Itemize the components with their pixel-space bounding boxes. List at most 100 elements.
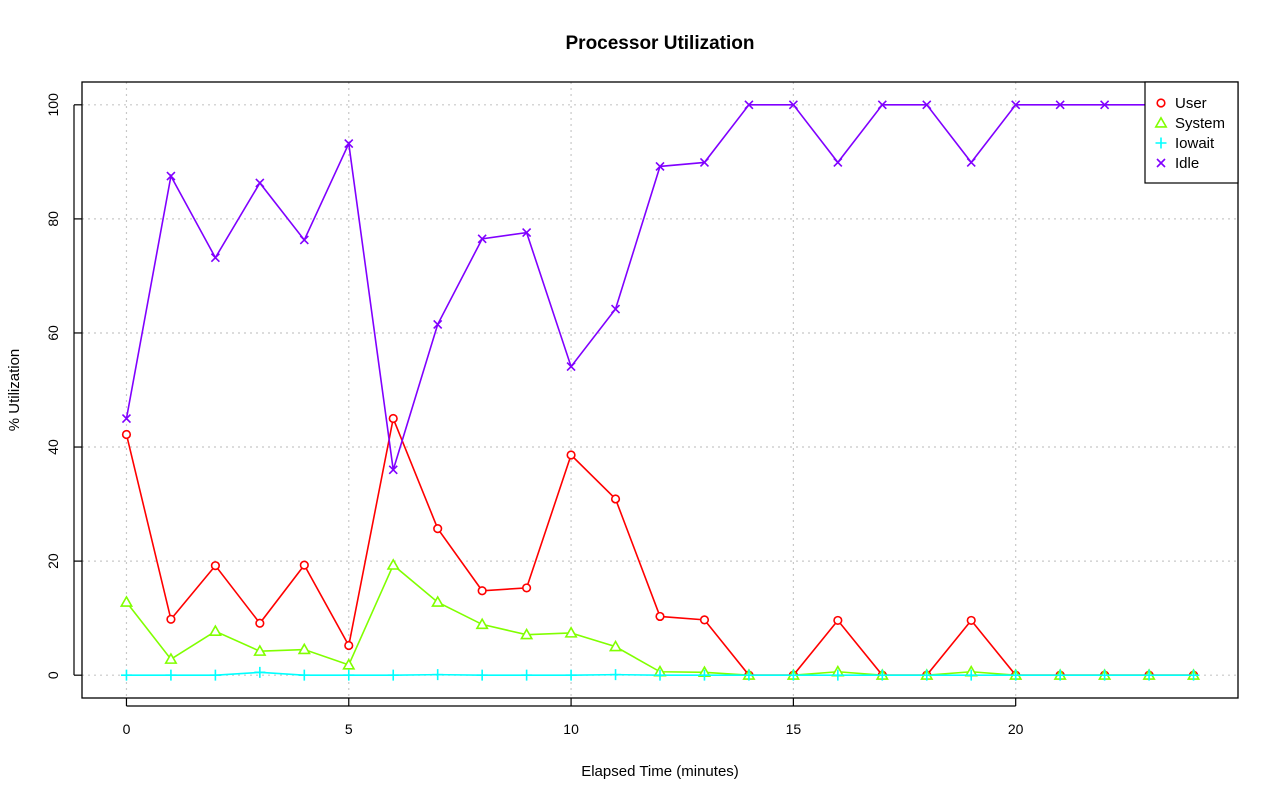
series-lines — [125, 104, 1194, 676]
y-axis: 0 20 40 60 80 100 — [45, 93, 82, 679]
point-system — [119, 595, 134, 607]
y-tick-label: 40 — [45, 439, 61, 455]
point-iowait — [654, 669, 666, 681]
point-iowait — [565, 669, 577, 681]
x-axis: 0 5 10 15 20 — [123, 698, 1024, 737]
point-user — [344, 640, 354, 651]
point-system — [475, 617, 489, 630]
point-user — [255, 618, 265, 628]
legend-label-user: User — [1175, 95, 1207, 112]
point-idle — [344, 139, 354, 149]
point-iowait — [1010, 669, 1022, 681]
point-user — [210, 561, 220, 571]
point-idle — [788, 100, 798, 110]
point-user — [299, 560, 309, 570]
legend-marker-iowait — [1155, 137, 1167, 149]
legend-label-iowait: Iowait — [1175, 135, 1215, 152]
point-iowait — [1188, 669, 1200, 681]
point-idle — [166, 171, 176, 181]
point-iowait — [387, 669, 399, 681]
y-tick-label: 100 — [45, 93, 61, 117]
point-system — [164, 652, 178, 664]
point-idle — [388, 465, 398, 475]
y-tick-label: 20 — [45, 553, 61, 569]
point-idle — [699, 157, 710, 167]
point-iowait — [610, 669, 622, 681]
point-idle — [121, 413, 132, 424]
point-user — [833, 615, 843, 626]
point-iowait — [1054, 669, 1066, 681]
point-user — [699, 615, 710, 625]
point-system — [520, 627, 534, 640]
point-system — [386, 558, 400, 570]
point-iowait — [921, 669, 933, 681]
legend-label-idle: Idle — [1175, 155, 1199, 172]
chart-title: Processor Utilization — [566, 33, 755, 54]
point-idle — [610, 304, 621, 314]
point-idle — [655, 161, 665, 171]
point-system — [342, 658, 356, 670]
series-line-user — [125, 415, 1194, 676]
point-iowait — [209, 669, 221, 681]
point-idle — [477, 234, 487, 244]
point-user — [121, 429, 132, 440]
point-idle — [255, 178, 265, 188]
point-user — [610, 494, 621, 504]
plot-frame — [81, 81, 1239, 699]
y-tick-label: 60 — [45, 325, 61, 341]
legend: User System Iowait Idle — [1144, 81, 1239, 184]
point-user — [566, 450, 576, 460]
point-user — [522, 583, 532, 593]
point-iowait — [476, 669, 488, 681]
legend-marker-user — [1156, 98, 1166, 108]
legend-marker-idle — [1156, 158, 1166, 168]
point-user — [655, 611, 665, 622]
point-iowait — [965, 669, 977, 681]
point-idle — [1011, 100, 1021, 110]
point-iowait — [120, 669, 132, 681]
y-tick-label: 0 — [45, 671, 61, 679]
point-idle — [522, 228, 532, 238]
point-idle — [1100, 100, 1110, 110]
point-idle — [433, 319, 443, 329]
series-line-idle — [125, 104, 1194, 471]
point-system — [564, 626, 578, 638]
point-iowait — [521, 669, 533, 681]
point-iowait — [254, 666, 266, 678]
point-user — [433, 523, 443, 534]
point-system — [608, 639, 623, 652]
point-iowait — [743, 669, 755, 681]
point-iowait — [343, 669, 355, 681]
point-iowait — [298, 669, 310, 681]
point-idle — [877, 100, 887, 110]
y-axis-label: % Utilization — [6, 349, 23, 432]
x-tick-label: 10 — [563, 721, 579, 737]
x-tick-label: 5 — [345, 721, 353, 737]
point-idle — [210, 253, 220, 263]
point-system — [253, 644, 267, 656]
legend-label-system: System — [1175, 115, 1225, 132]
point-idle — [922, 100, 932, 110]
point-user — [966, 615, 976, 626]
grid-lines — [82, 82, 1238, 698]
point-system — [297, 642, 311, 655]
point-iowait — [832, 669, 844, 681]
y-tick-label: 80 — [45, 211, 61, 227]
point-idle — [744, 100, 754, 110]
point-iowait — [876, 669, 888, 681]
point-user — [166, 614, 176, 624]
x-tick-label: 0 — [123, 721, 131, 737]
point-iowait — [1099, 669, 1111, 681]
point-idle — [299, 235, 309, 245]
point-idle — [1055, 100, 1065, 110]
point-idle — [833, 157, 843, 167]
point-idle — [966, 157, 976, 167]
point-user — [477, 586, 487, 596]
point-iowait — [787, 669, 799, 681]
point-system — [431, 595, 445, 607]
point-iowait — [698, 669, 710, 681]
x-axis-label: Elapsed Time (minutes) — [581, 763, 739, 780]
point-iowait — [432, 669, 444, 681]
point-user — [388, 413, 398, 424]
